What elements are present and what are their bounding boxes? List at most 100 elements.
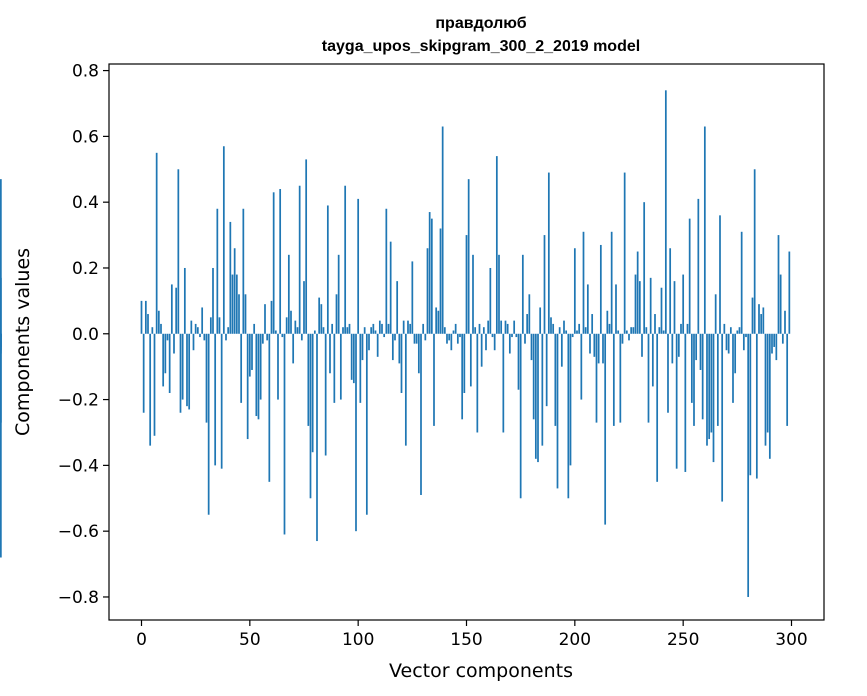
bar: [361, 333, 364, 361]
bar: [602, 333, 604, 364]
bar: [231, 274, 234, 334]
bar: [400, 333, 403, 393]
bar: [140, 300, 143, 334]
bar: [326, 205, 329, 334]
bar: [368, 333, 370, 351]
bar: [209, 317, 212, 334]
bar: [606, 310, 609, 334]
bar: [563, 320, 565, 334]
bar: [166, 333, 169, 341]
bar: [199, 333, 201, 338]
bar: [374, 330, 377, 334]
bar: [298, 185, 301, 334]
bar: [671, 333, 674, 364]
bar: [355, 333, 357, 532]
bar: [203, 333, 206, 341]
bar: [701, 333, 704, 420]
bar: [207, 333, 210, 515]
bar: [426, 248, 429, 334]
bar: [493, 333, 496, 351]
bar: [218, 317, 221, 334]
bar: [487, 320, 490, 334]
bar: [190, 320, 193, 334]
bar: [324, 333, 327, 456]
bar: [595, 333, 598, 423]
bar: [424, 333, 427, 341]
bar: [151, 327, 154, 334]
bar: [558, 327, 561, 334]
bar: [721, 333, 724, 502]
bar: [732, 333, 734, 403]
bar: [628, 333, 630, 341]
bar: [335, 294, 338, 334]
y-tick-label: 0.8: [72, 62, 99, 82]
bar: [714, 294, 717, 334]
bar: [177, 169, 180, 334]
bar: [153, 333, 156, 436]
bar: [591, 314, 594, 334]
bar: [472, 254, 474, 334]
bar: [502, 333, 505, 433]
bar: [320, 304, 323, 334]
bar: [489, 267, 492, 334]
bar: [352, 333, 355, 384]
bar: [437, 310, 440, 334]
bar: [511, 333, 513, 338]
bar: [311, 333, 314, 453]
bar: [279, 189, 282, 334]
bar: [569, 333, 572, 466]
bar: [283, 333, 286, 535]
bar: [710, 333, 713, 433]
plot-frame: [108, 63, 825, 621]
x-axis-label: Vector components: [389, 660, 573, 682]
bar: [238, 294, 240, 334]
bar: [623, 172, 626, 334]
bar: [381, 323, 383, 334]
bar: [222, 146, 225, 334]
bar: [389, 241, 392, 334]
bar: [346, 327, 349, 334]
bar: [430, 218, 433, 334]
bar: [537, 333, 539, 463]
bar: [664, 90, 667, 334]
bar: [649, 277, 652, 334]
bar: [539, 307, 542, 334]
bar: [164, 333, 167, 374]
bar: [727, 333, 730, 354]
bar: [645, 327, 648, 334]
bar: [775, 333, 778, 361]
bar: [619, 333, 622, 423]
bar: [339, 333, 342, 400]
bar: [394, 333, 396, 341]
bar: [372, 323, 375, 334]
bar: [729, 327, 732, 334]
bar: [420, 333, 422, 495]
bar: [586, 284, 589, 334]
bar: [716, 333, 719, 426]
bar: [194, 323, 197, 334]
bar: [402, 320, 405, 334]
bar: [448, 333, 451, 341]
bar: [292, 333, 295, 364]
bar: [647, 333, 650, 423]
bar: [147, 314, 149, 334]
bar: [160, 323, 162, 334]
bar: [142, 333, 145, 413]
bar: [261, 333, 264, 344]
bar: [597, 333, 600, 364]
bar: [212, 267, 214, 334]
y-tick-label: −0.8: [58, 588, 99, 608]
bar: [290, 310, 292, 334]
bar: [296, 327, 299, 334]
bar: [469, 333, 472, 387]
bar: [480, 333, 483, 367]
bar: [693, 333, 695, 426]
bar: [266, 333, 269, 341]
bar: [621, 333, 624, 344]
bar: [467, 179, 470, 334]
bar: [188, 333, 191, 410]
bar: [214, 333, 217, 466]
bar: [235, 274, 238, 334]
bar: [712, 333, 715, 463]
